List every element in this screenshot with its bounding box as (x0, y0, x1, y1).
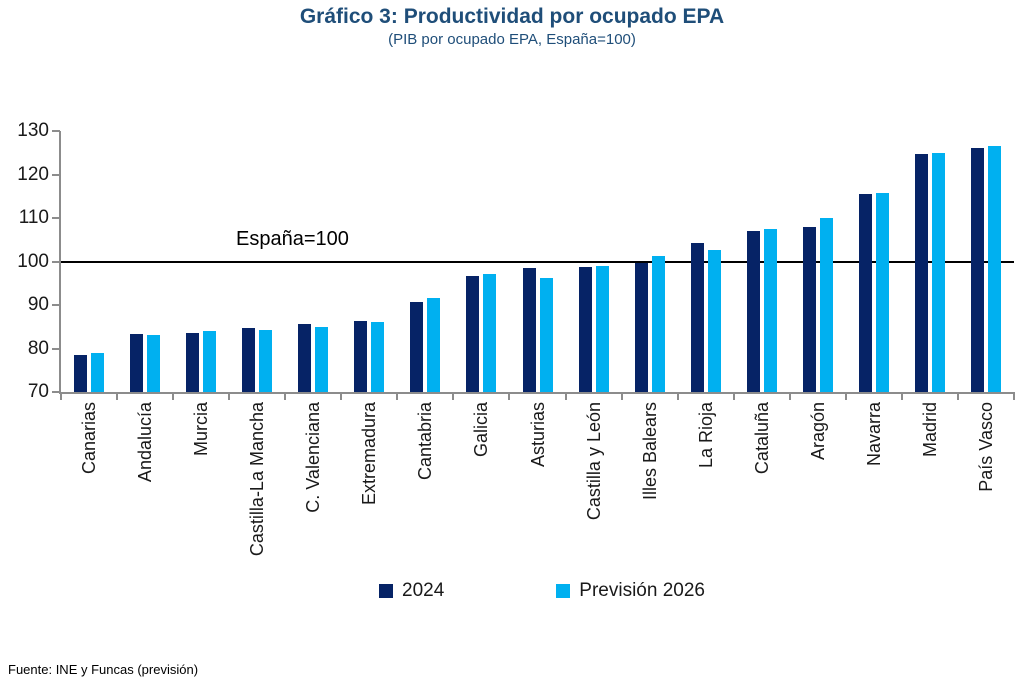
legend: 2024 Previsión 2026 (30, 580, 1024, 602)
y-axis-tick (52, 347, 60, 350)
y-axis-tick-label: 100 (17, 250, 49, 272)
y-axis-tick-label: 120 (17, 163, 49, 185)
bar-2024-murcia (186, 332, 200, 392)
reference-line (61, 260, 1014, 263)
bar-prevision-2026-madrid (931, 153, 945, 392)
y-axis-tick (52, 173, 60, 176)
bar-prevision-2026-illes-balears (651, 255, 665, 392)
bar-2024-madrid (914, 153, 928, 392)
bar-prevision-2026-murcia (203, 331, 217, 392)
bar-prevision-2026-cantabria (427, 297, 441, 392)
x-category-label-illes-balears: Illes Balears (639, 402, 660, 501)
legend-label-prevision-2026: Previsión 2026 (579, 580, 705, 601)
x-axis-tick (172, 392, 175, 400)
x-axis-tick (900, 392, 903, 400)
bar-prevision-2026-aragon (819, 218, 833, 392)
bar-2024-pais-vasco (970, 148, 984, 392)
x-category-label-canarias: Canarias (79, 402, 100, 475)
x-category-label-murcia: Murcia (191, 402, 212, 457)
x-axis-tick (228, 392, 231, 400)
y-axis-tick-label: 130 (17, 120, 49, 141)
y-axis-tick-label: 80 (27, 337, 49, 359)
bar-2024-canarias (74, 354, 88, 392)
bar-prevision-2026-extremadura (371, 322, 385, 392)
legend-item-prevision-2026: Previsión 2026 (556, 580, 705, 602)
bar-2024-navarra (858, 193, 872, 392)
bar-prevision-2026-canarias (91, 352, 105, 392)
x-axis-tick (508, 392, 511, 400)
y-axis-tick-label: 90 (27, 294, 49, 315)
legend-label-2024: 2024 (402, 580, 445, 601)
chart-title: Gráfico 3: Productividad por ocupado EPA (299, 5, 725, 28)
x-category-label-castilla-y-leon: Castilla y León (583, 402, 604, 521)
bar-2024-cataluna (746, 231, 760, 392)
x-axis-tick (676, 392, 679, 400)
x-category-label-pais-vasco: País Vasco (975, 402, 996, 492)
bar-prevision-2026-la-rioja (707, 249, 721, 392)
bar-prevision-2026-castilla-la-mancha (259, 330, 273, 392)
x-category-label-la-rioja: La Rioja (695, 402, 716, 469)
bar-prevision-2026-andalucia (147, 334, 161, 392)
bar-2024-galicia (466, 275, 480, 392)
x-axis-tick (340, 392, 343, 400)
bar-2024-asturias (522, 268, 536, 392)
bar-prevision-2026-pais-vasco (987, 146, 1001, 392)
x-axis-tick (1013, 392, 1015, 400)
x-category-label-cataluna: Cataluña (751, 402, 772, 475)
y-axis-tick (52, 391, 60, 393)
y-axis-tick (52, 304, 60, 306)
x-axis-tick (788, 392, 791, 400)
legend-swatch-2024-icon (379, 584, 393, 598)
y-axis-tick (52, 260, 60, 263)
source-note: Fuente: INE y Funcas (previsión) (8, 662, 199, 677)
bar-prevision-2026-asturias (539, 278, 553, 392)
bar-2024-extremadura (354, 321, 368, 392)
x-category-label-navarra: Navarra (863, 402, 884, 467)
x-axis-tick (564, 392, 567, 400)
x-axis-tick (620, 392, 623, 400)
bar-prevision-2026-galicia (483, 273, 497, 392)
bar-prevision-2026-cataluna (763, 228, 777, 392)
x-axis-tick (844, 392, 847, 400)
bar-prevision-2026-c-valenciana (315, 326, 329, 392)
bar-2024-cantabria (410, 301, 424, 392)
bar-2024-andalucia (130, 334, 144, 392)
chart-subtitle: (PIB por ocupado EPA, España=100) (388, 31, 636, 48)
x-axis-tick (956, 392, 959, 400)
y-axis-tick (52, 217, 60, 219)
x-category-label-asturias: Asturias (527, 402, 548, 468)
x-category-label-castilla-la-mancha: Castilla-La Mancha (247, 402, 268, 557)
bar-2024-la-rioja (690, 242, 704, 392)
x-axis-tick (60, 392, 62, 400)
x-category-label-c-valenciana: C. Valenciana (303, 402, 324, 513)
bar-prevision-2026-castilla-y-leon (595, 265, 609, 392)
x-category-label-madrid: Madrid (919, 402, 940, 458)
x-axis-tick (396, 392, 399, 400)
x-category-label-galicia: Galicia (471, 402, 492, 458)
plot-area: España=100 70 80 90 100 110 120 130 Canarias And… (17, 120, 1015, 556)
x-category-label-aragon: Aragón (807, 402, 828, 461)
x-axis-tick (116, 392, 119, 400)
y-axis-tick-label: 70 (27, 381, 49, 402)
x-category-label-extremadura: Extremadura (359, 402, 380, 506)
y-axis-tick-label: 110 (18, 207, 49, 228)
bar-2024-c-valenciana (298, 323, 312, 392)
bar-2024-castilla-y-leon (578, 266, 592, 392)
bar-prevision-2026-navarra (875, 192, 889, 392)
x-axis-tick (732, 392, 735, 400)
x-axis-tick (284, 392, 287, 400)
bar-2024-aragon (802, 227, 816, 392)
legend-swatch-prevision-2026-icon (556, 584, 571, 598)
x-axis-tick (452, 392, 455, 400)
bar-2024-castilla-la-mancha (242, 328, 256, 392)
y-axis-tick (52, 130, 60, 132)
bar-2024-illes-balears (634, 262, 648, 392)
reference-line-label: España=100 (236, 227, 349, 250)
x-category-label-andalucia: Andalucía (135, 402, 156, 483)
x-category-label-cantabria: Cantabria (415, 402, 436, 481)
legend-item-2024: 2024 (379, 580, 444, 602)
